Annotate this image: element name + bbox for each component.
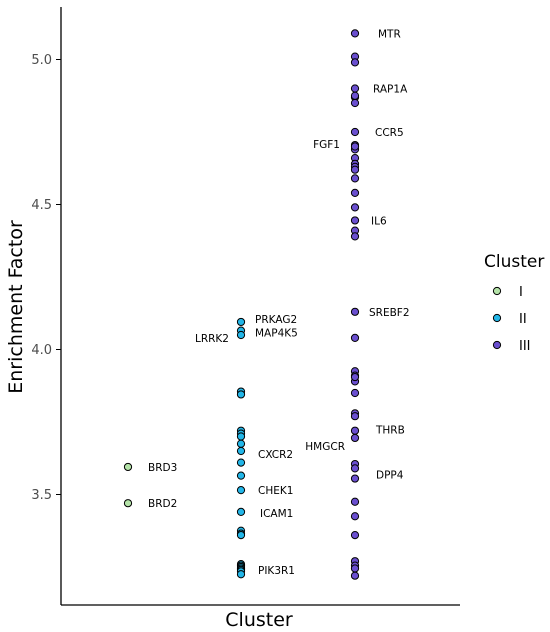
point-cluster-II bbox=[236, 531, 246, 540]
legend-label: I bbox=[519, 285, 523, 300]
point-cluster-III bbox=[350, 426, 360, 435]
point-label: SREBF2 bbox=[369, 307, 410, 319]
legend-title: Cluster bbox=[484, 252, 544, 272]
point-cluster-III bbox=[350, 84, 360, 93]
point-labels: BRD3 BRD2 PRKAG2 MAP4K5 LRRK2 CXCR2 CHEK1 ICAM1… bbox=[148, 28, 410, 577]
point-cluster-III bbox=[350, 127, 360, 137]
point-cluster-III bbox=[350, 58, 360, 67]
point-cluster-II bbox=[236, 439, 246, 448]
x-axis-title: Cluster bbox=[225, 609, 293, 631]
legend-key bbox=[492, 340, 502, 350]
point-cluster-II bbox=[236, 570, 246, 579]
point-cluster-III bbox=[350, 512, 360, 521]
point-cluster-III bbox=[350, 29, 360, 38]
point-label: CHEK1 bbox=[258, 485, 293, 497]
point-cluster-I bbox=[123, 499, 133, 508]
point-label: IL6 bbox=[371, 215, 387, 227]
point-cluster-III bbox=[350, 165, 360, 174]
point-cluster-III bbox=[350, 174, 360, 183]
point-cluster-III bbox=[350, 372, 360, 382]
y-tick-label: 5.0 bbox=[31, 53, 52, 68]
point-cluster-III bbox=[350, 412, 360, 421]
point-cluster-III bbox=[350, 91, 360, 100]
point-cluster-III bbox=[350, 464, 360, 473]
point-cluster-II bbox=[236, 458, 246, 467]
point-label: HMGCR bbox=[305, 441, 345, 453]
y-axis-title: Enrichment Factor bbox=[5, 220, 27, 394]
point-cluster-II bbox=[236, 446, 246, 456]
point-cluster-III bbox=[350, 188, 360, 197]
point-label: DPP4 bbox=[376, 469, 404, 481]
point-cluster-III bbox=[350, 388, 360, 398]
legend-label: II bbox=[519, 312, 527, 327]
point-label: THRB bbox=[375, 425, 405, 437]
point-cluster-III bbox=[350, 307, 360, 316]
point-cluster-III bbox=[350, 433, 360, 443]
y-tick-label: 4.5 bbox=[31, 198, 52, 213]
point-cluster-III bbox=[350, 203, 360, 212]
point-label: BRD3 bbox=[148, 462, 177, 474]
point-cluster-III bbox=[350, 142, 360, 151]
point-label: FGF1 bbox=[313, 139, 340, 151]
point-cluster-II bbox=[236, 471, 246, 480]
point-cluster-III bbox=[350, 497, 360, 506]
point-cluster-III bbox=[350, 474, 360, 483]
point-cluster-II bbox=[236, 432, 246, 441]
legend-label: III bbox=[519, 339, 531, 354]
data-points bbox=[123, 29, 360, 580]
point-label: MTR bbox=[378, 28, 401, 40]
point-label: ICAM1 bbox=[260, 508, 293, 520]
point-label: CCR5 bbox=[375, 127, 404, 139]
point-label: LRRK2 bbox=[195, 333, 229, 345]
point-label: PRKAG2 bbox=[255, 314, 297, 326]
point-cluster-III bbox=[350, 571, 360, 580]
point-label: BRD2 bbox=[148, 498, 177, 510]
point-cluster-III bbox=[350, 216, 360, 225]
legend-key bbox=[492, 286, 502, 296]
y-tick-label: 4.0 bbox=[31, 343, 52, 358]
point-cluster-I bbox=[123, 462, 133, 472]
legend-key bbox=[492, 313, 502, 323]
point-cluster-II bbox=[236, 317, 246, 327]
point-label: RAP1A bbox=[373, 84, 408, 96]
point-label: PIK3R1 bbox=[258, 565, 295, 577]
point-cluster-II bbox=[236, 507, 246, 516]
y-ticks: 3.5 4.0 4.5 5.0 bbox=[31, 53, 61, 503]
point-cluster-III bbox=[350, 98, 360, 108]
point-cluster-III bbox=[350, 232, 360, 241]
point-cluster-II bbox=[236, 486, 246, 495]
point-cluster-II bbox=[236, 330, 246, 340]
axes bbox=[60, 7, 460, 606]
point-cluster-III bbox=[350, 564, 360, 573]
point-cluster-III bbox=[350, 333, 360, 342]
point-cluster-II bbox=[236, 390, 246, 399]
point-label: CXCR2 bbox=[258, 449, 293, 461]
y-tick-label: 3.5 bbox=[31, 488, 52, 503]
point-cluster-III bbox=[350, 531, 360, 540]
point-label: MAP4K5 bbox=[255, 328, 298, 340]
